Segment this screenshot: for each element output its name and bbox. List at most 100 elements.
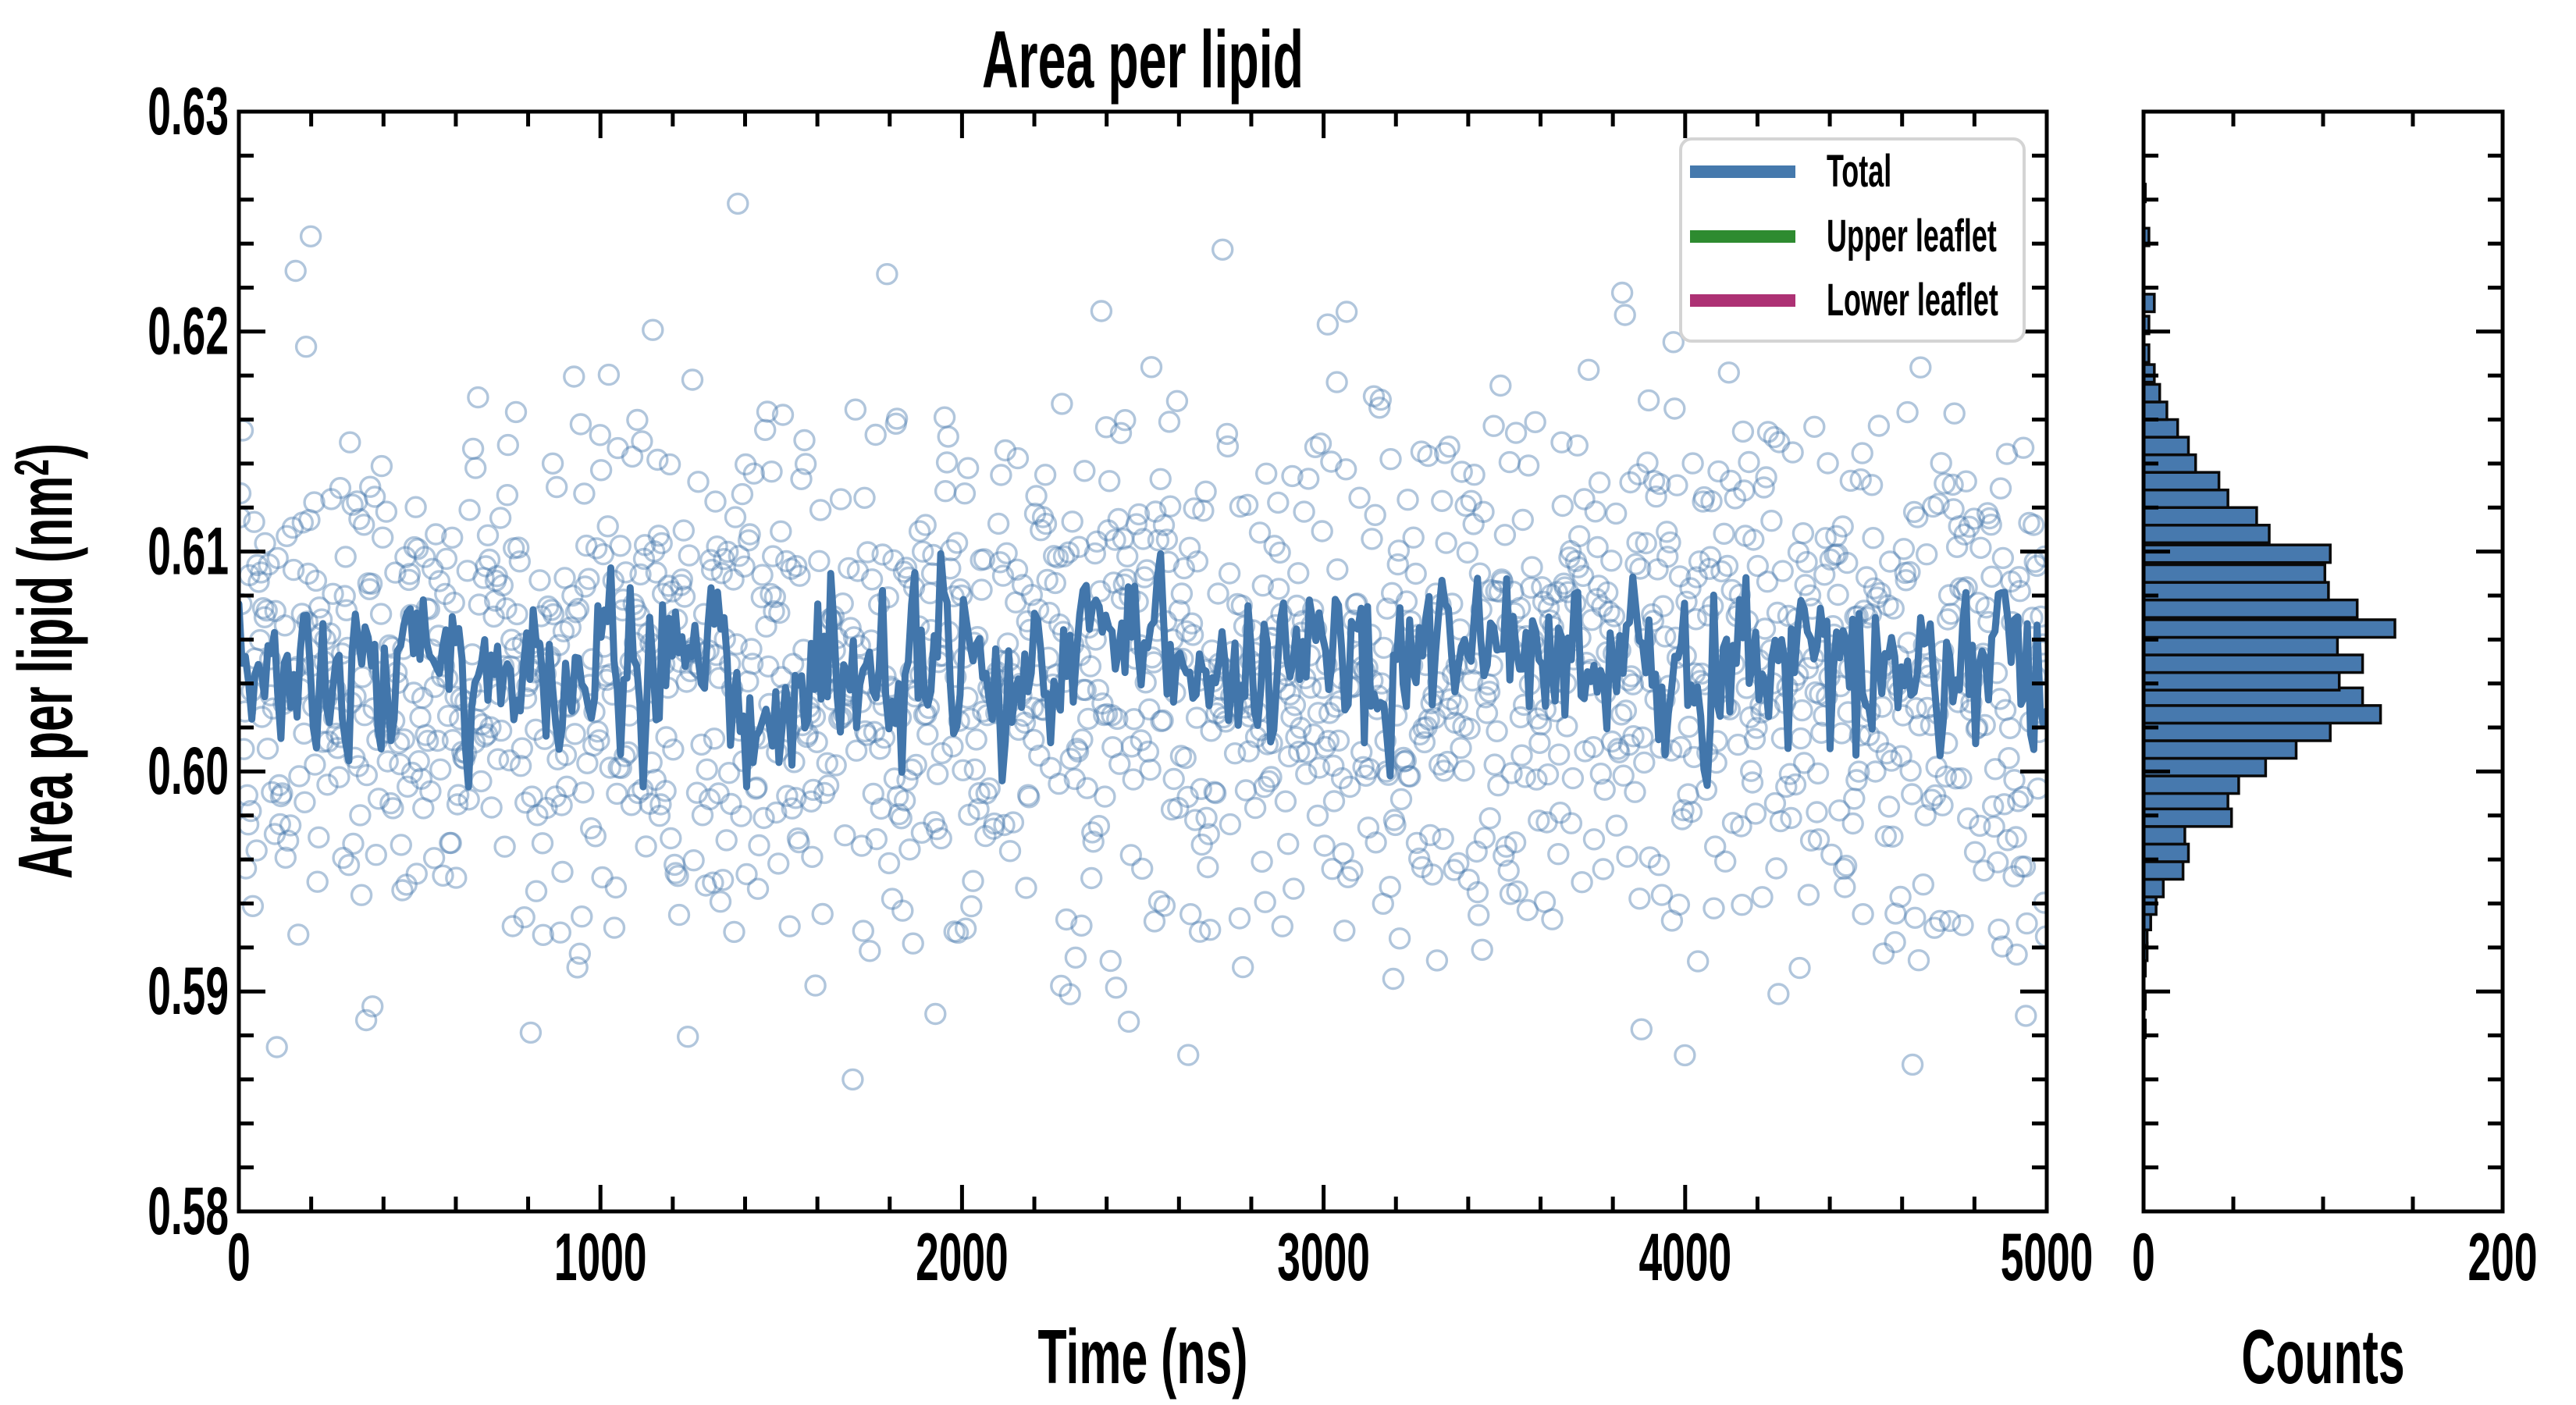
scatter-point bbox=[1070, 914, 1093, 937]
scatter-point bbox=[382, 797, 404, 820]
scatter-point bbox=[1834, 876, 1856, 898]
scatter-point bbox=[856, 541, 879, 564]
scatter-point bbox=[1934, 765, 1958, 788]
scatter-point bbox=[700, 558, 724, 582]
scatter-point bbox=[1547, 743, 1571, 766]
scatter-point bbox=[765, 801, 788, 824]
scatter-point bbox=[670, 574, 692, 596]
scatter-point bbox=[1744, 802, 1767, 825]
scatter-point bbox=[1127, 503, 1151, 526]
scatter-point bbox=[733, 555, 756, 578]
histogram-bar bbox=[2144, 598, 2359, 619]
scatter-point bbox=[1938, 909, 1962, 933]
scatter-point bbox=[1607, 741, 1631, 763]
scatter-point bbox=[1276, 832, 1300, 855]
scatter-point bbox=[1204, 781, 1227, 805]
scatter-point bbox=[1223, 742, 1247, 765]
scatter-point bbox=[1670, 736, 1692, 759]
scatter-point bbox=[1713, 522, 1735, 545]
scatter-point bbox=[434, 582, 457, 606]
scatter-point bbox=[1071, 728, 1094, 751]
scatter-point bbox=[781, 797, 803, 820]
scatter-point bbox=[775, 550, 798, 573]
scatter-point bbox=[770, 520, 792, 542]
scatter-point bbox=[1082, 831, 1105, 853]
scatter-point bbox=[1755, 466, 1777, 489]
scatter-point bbox=[1500, 762, 1523, 784]
scatter-point bbox=[589, 424, 611, 446]
scatter-point bbox=[1170, 582, 1194, 605]
histogram-bar bbox=[2144, 343, 2151, 365]
scatter-point bbox=[1456, 541, 1479, 564]
scatter-point bbox=[344, 685, 367, 708]
scatter-point bbox=[303, 491, 326, 514]
scatter-point bbox=[713, 548, 735, 571]
scatter-point bbox=[1447, 852, 1470, 875]
scatter-point bbox=[1624, 553, 1647, 575]
scatter-point bbox=[1904, 906, 1927, 930]
scatter-point bbox=[581, 648, 603, 670]
x-tick-label: 4000 bbox=[1638, 1220, 1731, 1295]
scatter-point bbox=[1174, 746, 1197, 770]
scatter-point bbox=[1700, 490, 1723, 513]
scatter-point bbox=[1763, 425, 1786, 449]
scatter-point bbox=[1739, 706, 1762, 729]
scatter-point bbox=[1588, 471, 1611, 494]
scatter-point bbox=[1287, 740, 1311, 763]
scatter-point bbox=[675, 670, 698, 693]
scatter-point bbox=[1109, 422, 1133, 444]
x-axis-label: Time (ns) bbox=[1038, 1314, 1248, 1400]
histogram-bar bbox=[2144, 226, 2151, 247]
scatter-point bbox=[429, 758, 452, 781]
histogram-bar bbox=[2144, 363, 2156, 384]
scatter-point bbox=[881, 887, 904, 910]
scatter-point bbox=[1267, 491, 1290, 514]
scatter-point bbox=[255, 599, 278, 622]
histogram-bar bbox=[2144, 877, 2165, 898]
scatter-point bbox=[1025, 485, 1048, 507]
scatter-point bbox=[458, 499, 481, 521]
scatter-point bbox=[873, 726, 896, 749]
scatter-point bbox=[1357, 816, 1380, 839]
scatter-point bbox=[480, 796, 503, 819]
scatter-point bbox=[1969, 536, 1992, 559]
scatter-point bbox=[1656, 521, 1678, 543]
scatter-point bbox=[785, 555, 808, 578]
scatter-point bbox=[711, 869, 735, 891]
scatter-point bbox=[923, 811, 945, 834]
scatter-point bbox=[1063, 767, 1087, 791]
scatter-point bbox=[1884, 902, 1907, 925]
scatter-point bbox=[1327, 729, 1350, 752]
scatter-point bbox=[1099, 949, 1122, 973]
scatter-point bbox=[603, 916, 626, 939]
scatter-point bbox=[555, 775, 578, 798]
scatter-point bbox=[1647, 853, 1670, 877]
scatter-point bbox=[862, 782, 885, 806]
scatter-point bbox=[1263, 535, 1286, 557]
scatter-point bbox=[1418, 823, 1442, 847]
scatter-point bbox=[1489, 374, 1512, 397]
scatter-point bbox=[1681, 452, 1704, 475]
scatter-point bbox=[1940, 603, 1962, 625]
scatter-point bbox=[754, 418, 777, 441]
scatter-point bbox=[2003, 769, 2026, 791]
scatter-point bbox=[1550, 431, 1573, 454]
scatter-point bbox=[1553, 576, 1576, 599]
scatter-point bbox=[1703, 835, 1727, 858]
scatter-point bbox=[1104, 528, 1126, 551]
scatter-point bbox=[1991, 546, 2015, 570]
scatter-point bbox=[1866, 586, 1888, 609]
scatter-point bbox=[552, 620, 575, 642]
scatter-point bbox=[643, 540, 666, 563]
scatter-point bbox=[1162, 767, 1185, 791]
scatter-point bbox=[671, 568, 693, 591]
scatter-point bbox=[1547, 842, 1570, 866]
scatter-point bbox=[763, 585, 786, 609]
scatter-point bbox=[597, 363, 621, 386]
scatter-point bbox=[357, 572, 379, 595]
scatter-point bbox=[785, 787, 807, 809]
scatter-point bbox=[664, 862, 687, 884]
scatter-point bbox=[1005, 558, 1029, 581]
scatter-point bbox=[1760, 510, 1783, 532]
scatter-point bbox=[1495, 835, 1517, 858]
